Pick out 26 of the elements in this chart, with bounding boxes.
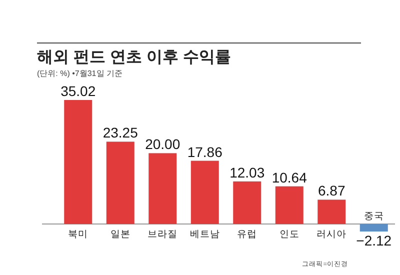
x-tick-label: 북미 [68, 229, 88, 240]
x-tick-label: 브라질 [148, 229, 178, 240]
bar [106, 142, 134, 224]
x-tick-label: 러시아 [316, 229, 347, 240]
x-tick-label: 중국 [364, 211, 384, 222]
bar [318, 200, 346, 224]
bar [233, 181, 262, 224]
bar [275, 186, 304, 224]
x-tick-label: 유럽 [237, 229, 258, 240]
chart-title: 해외 펀드 연초 이후 수익률 [37, 49, 231, 66]
chart-subtitle: (단위: %) •7월31일 기준 [37, 69, 122, 78]
data-label: 12.03 [230, 164, 265, 180]
bar [148, 153, 177, 224]
data-label: 23.25 [102, 124, 138, 141]
x-tick-label: 베트남 [190, 229, 220, 240]
x-tick-label: 일본 [110, 229, 130, 240]
bar [360, 224, 388, 232]
x-tick-label: 인도 [279, 229, 300, 240]
bar [64, 100, 92, 224]
data-label: 10.64 [272, 169, 308, 186]
data-label: −2.12 [356, 232, 392, 249]
data-label: 20.00 [145, 136, 180, 152]
bar [190, 160, 219, 224]
data-label: 6.87 [318, 182, 346, 199]
data-label: 35.02 [60, 83, 96, 99]
data-label: 17.86 [187, 144, 223, 160]
